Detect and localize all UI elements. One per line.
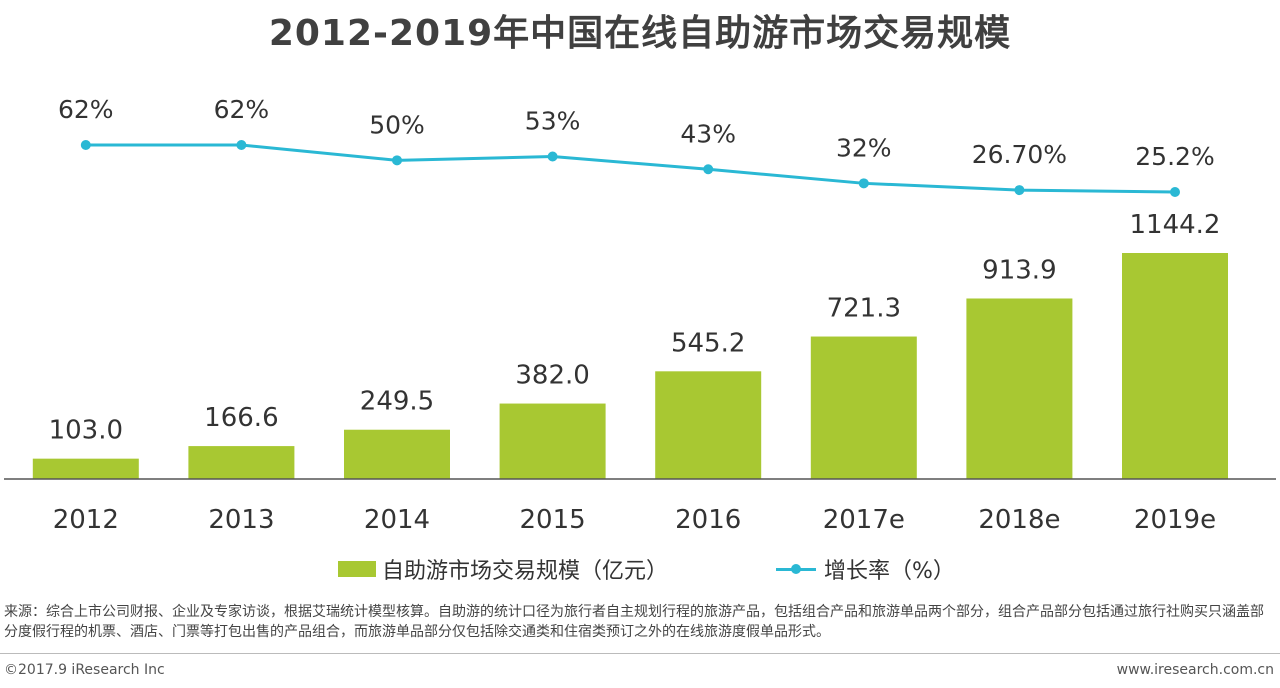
growth-rate-point [236, 140, 247, 150]
growth-rate-point [392, 155, 402, 166]
x-tick-label: 2014 [364, 505, 430, 535]
bar-value-label: 103.0 [49, 416, 123, 446]
bar-value-label: 913.9 [982, 255, 1056, 285]
growth-rate-point [1170, 187, 1180, 197]
growth-rate-point [547, 151, 558, 162]
x-tick-label: 2012 [53, 505, 119, 535]
x-tick-label: 2017e [823, 505, 905, 535]
growth-rate-label: 50% [369, 110, 425, 139]
bar-value-label: 1144.2 [1130, 210, 1221, 240]
x-tick-label: 2016 [675, 505, 741, 535]
x-tick-label: 2015 [520, 505, 586, 535]
growth-rate-label: 62% [58, 95, 114, 124]
legend-bar-swatch [338, 561, 376, 577]
growth-rate-point [1014, 185, 1025, 196]
bar-value-label: 166.6 [204, 403, 278, 433]
growth-rate-point [703, 164, 714, 175]
website-link[interactable]: www.iresearch.com.cn [1116, 662, 1274, 678]
bar [1122, 253, 1228, 479]
bar-value-label: 721.3 [827, 294, 901, 324]
bar-value-label: 249.5 [360, 387, 434, 417]
source-note: 来源：综合上市公司财报、企业及专家访谈，根据艾瑞统计模型核算。自助游的统计口径为… [4, 604, 1264, 640]
legend-line-label: 增长率（%） [824, 559, 955, 584]
growth-rate-label: 62% [214, 95, 270, 124]
bar-value-label: 545.2 [671, 328, 745, 358]
growth-rate-label: 25.2% [1135, 142, 1214, 171]
bar [499, 403, 606, 479]
bar [188, 446, 295, 479]
bar [32, 458, 139, 479]
bar-value-label: 382.0 [515, 361, 589, 391]
x-tick-label: 2018e [978, 505, 1060, 535]
x-tick-label: 2013 [208, 505, 274, 535]
bar [966, 298, 1073, 479]
footer-divider [0, 653, 1280, 654]
growth-rate-label: 32% [836, 133, 892, 162]
legend-bar-label: 自助游市场交易规模（亿元） [382, 559, 669, 584]
legend-line-swatch [776, 563, 816, 574]
chart-title: 2012-2019年中国在线自助游市场交易规模 [268, 13, 1012, 54]
growth-rate-point [858, 178, 869, 189]
bar [810, 336, 917, 479]
growth-rate-line [85, 143, 1176, 194]
growth-rate-point [80, 140, 91, 150]
x-tick-label: 2019e [1134, 505, 1216, 535]
legend: 自助游市场交易规模（亿元） 增长率（%） [0, 552, 1280, 586]
combo-chart: 103.0 166.6 249.5 382.0 545.2 721.3 913.9 1144.… [4, 95, 1276, 535]
legend-item-bar: 自助游市场交易规模（亿元） [338, 552, 668, 586]
bar [344, 429, 450, 479]
growth-rate-label: 43% [680, 119, 736, 148]
growth-rate-label: 53% [525, 106, 581, 135]
copyright: ©2017.9 iResearch Inc [4, 662, 165, 678]
bar [655, 371, 762, 479]
legend-item-line: 增长率（%） [776, 552, 955, 586]
growth-rate-label: 26.70% [972, 140, 1067, 169]
